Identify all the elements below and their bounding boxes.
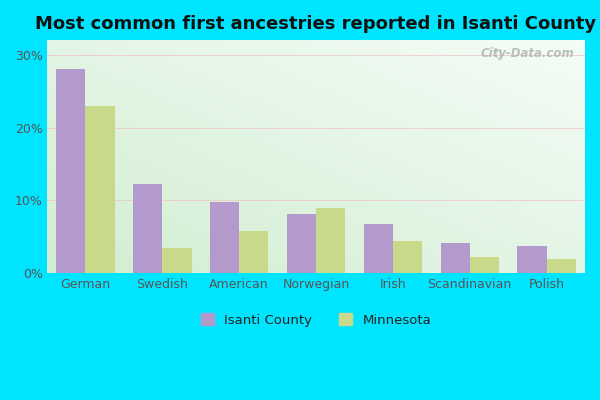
Bar [517,246,547,273]
Bar [393,240,422,273]
Bar [133,184,163,273]
Text: City-Data.com: City-Data.com [481,47,574,60]
Bar [163,248,191,273]
Bar [470,257,499,273]
Bar [364,224,393,273]
Bar [440,243,470,273]
Bar [85,106,115,273]
Legend: Isanti County, Minnesota: Isanti County, Minnesota [196,308,437,332]
Bar [239,231,268,273]
Bar [56,69,85,273]
Text: 🔍: 🔍 [496,47,502,57]
Title: Most common first ancestries reported in Isanti County: Most common first ancestries reported in… [35,15,596,33]
Bar [287,214,316,273]
Bar [210,202,239,273]
Bar [316,208,345,273]
Bar [547,259,576,273]
